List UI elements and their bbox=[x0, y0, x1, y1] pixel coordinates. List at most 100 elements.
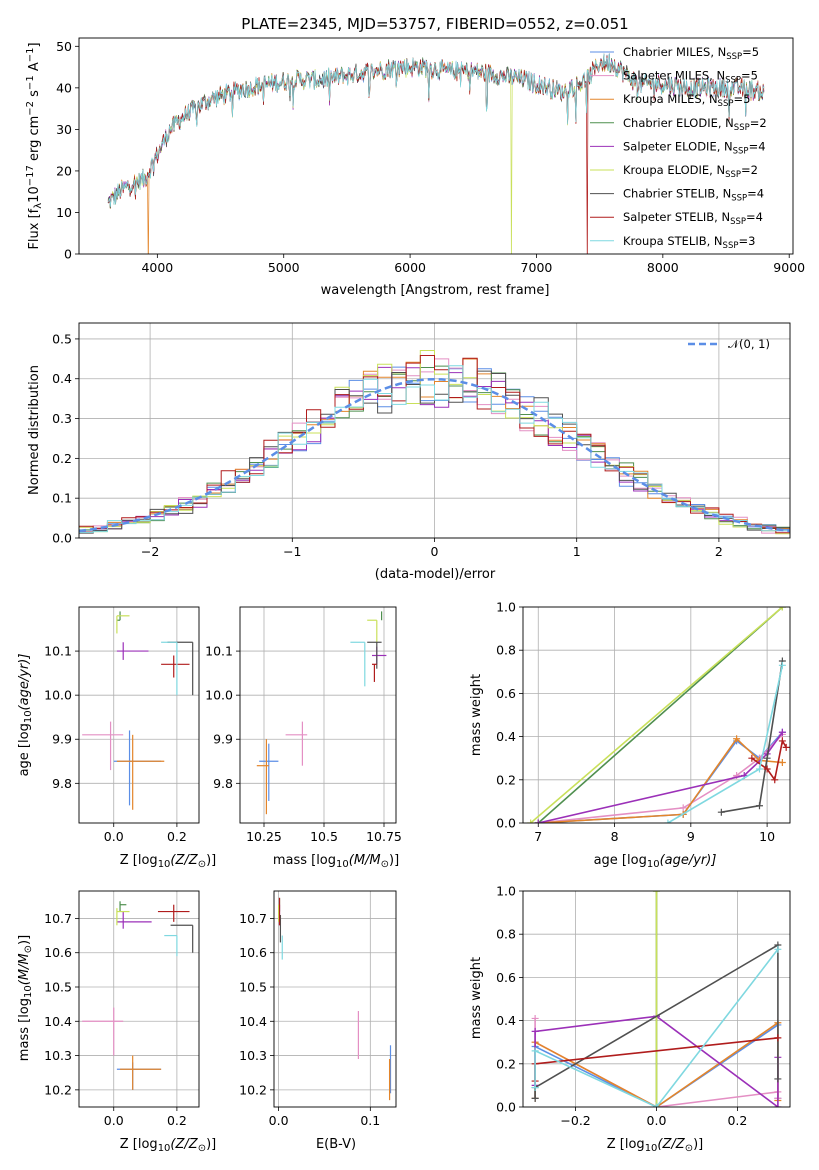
legend-entry-sub: SSP bbox=[731, 194, 747, 204]
residuals-xtick-label: −1 bbox=[283, 544, 301, 559]
spectrum-ylabel: Flux [fλ10−17 erg cm−2 s−1 A−1] bbox=[25, 42, 44, 249]
legend-entry-salpeter-miles: Salpeter MILES, NSSP=5 bbox=[623, 69, 758, 86]
z-mass-xlabel-sub2: ⊙ bbox=[198, 1143, 206, 1154]
point-chabrier-elodie bbox=[119, 901, 127, 912]
z-mass-xtick-label: 0.0 bbox=[104, 1113, 124, 1128]
spectrum-panel: 4000 5000 6000 7000 8000 9000 0 10 20 30 40 50 PLAT… bbox=[25, 15, 805, 298]
gauss-legend-label: 𝒩(0, 1) bbox=[728, 337, 770, 351]
z-mass-frame bbox=[78, 890, 200, 1108]
z-age-ylabel-tail: (age/yr)] bbox=[17, 654, 32, 711]
point-salpeter-miles bbox=[82, 721, 124, 771]
histogram-chabrier-stelib bbox=[79, 370, 790, 535]
spectrum-xtick-label: 8000 bbox=[647, 260, 679, 275]
age-weight-ytick-label: 0.0 bbox=[496, 816, 516, 831]
weight-marker-kroupa-miles bbox=[733, 735, 741, 743]
z-mass-ylabel: mass [log10(M/M⊙)] bbox=[17, 935, 34, 1061]
weight-line-chabrier-stelib bbox=[721, 660, 784, 813]
z-age-frame bbox=[78, 606, 200, 824]
age-weight-xtick-label: 7 bbox=[534, 829, 542, 844]
residuals-ytick-label: 0.3 bbox=[52, 411, 72, 426]
weight-marker-kroupa-miles bbox=[778, 759, 786, 767]
mass-age-xlabel-tail: (M/M bbox=[349, 853, 381, 868]
z-weight-xlabel-sub2: ⊙ bbox=[685, 1143, 693, 1154]
z-age-ytick-label: 10.1 bbox=[44, 644, 72, 659]
weight-marker-kroupa-stelib bbox=[664, 819, 672, 823]
age-weight-ytick-label: 0.4 bbox=[496, 729, 516, 744]
weight-marker-salpeter-elodie bbox=[778, 728, 786, 736]
spectrum-ytick-label: 40 bbox=[56, 80, 72, 95]
residuals-ytick-label: 0.1 bbox=[52, 491, 72, 506]
age-weight-ytick-label: 0.8 bbox=[496, 643, 516, 658]
point-kroupa-elodie bbox=[116, 908, 130, 926]
spectrum-ylabel-sup1: −17 bbox=[25, 165, 36, 186]
z-mass-ylabel-sub: 10 bbox=[23, 985, 34, 998]
spectrum-ytick-label: 10 bbox=[56, 205, 72, 220]
z-weight-xlabel-end: )] bbox=[693, 1137, 703, 1152]
z-weight-xtick-label: 0.0 bbox=[647, 1113, 667, 1128]
age-weight-ytick-label: 0.2 bbox=[496, 772, 516, 787]
mass-age-xtick-label: 10.25 bbox=[246, 829, 282, 844]
spectrum-ylabel-end: ] bbox=[27, 42, 42, 47]
z-weight-plot-area: −0.2 0.0 0.2 0.0 0.2 0.4 0.6 0.8 1.0 bbox=[496, 884, 791, 1128]
legend-entry-kroupa-stelib: Kroupa STELIB, NSSP=3 bbox=[623, 234, 755, 251]
age-weight-xlabel-main: age [log bbox=[594, 853, 647, 868]
weight-marker-salpeter-stelib bbox=[774, 1034, 782, 1042]
legend-entry-name: Chabrier STELIB, N bbox=[623, 187, 731, 201]
age-weight-frame bbox=[522, 606, 791, 824]
residuals-xtick-label: 0 bbox=[431, 544, 439, 559]
legend-entry-sub: SSP bbox=[723, 241, 739, 251]
point-salpeter-stelib bbox=[161, 655, 190, 678]
point-kroupa-elodie bbox=[367, 619, 378, 643]
weight-marker-salpeter-miles bbox=[531, 1014, 539, 1022]
weight-line-salpeter-elodie bbox=[538, 731, 784, 823]
age-weight-xlabel-sub: 10 bbox=[647, 859, 660, 870]
z-age-xlabel-tail: (Z/Z bbox=[170, 853, 198, 868]
point-salpeter-elodie bbox=[116, 911, 152, 929]
spectrum-ylabel-tail2: s bbox=[27, 90, 42, 101]
weight-line-chabrier-elodie bbox=[537, 607, 783, 823]
z-age-xlabel-sub2: ⊙ bbox=[198, 859, 206, 870]
weight-marker-kroupa-elodie bbox=[778, 607, 786, 611]
weight-marker-salpeter-miles bbox=[679, 804, 687, 812]
z-mass-xlabel-tail: (Z/Z bbox=[170, 1137, 198, 1152]
weight-marker-kroupa-stelib bbox=[755, 765, 763, 773]
ebv-mass-ytick-label: 10.3 bbox=[239, 1048, 267, 1063]
weight-marker-kroupa-elodie bbox=[527, 819, 535, 823]
weight-marker-chabrier-stelib bbox=[531, 1094, 539, 1102]
z-mass-ytick-label: 10.2 bbox=[44, 1082, 72, 1097]
point-chabrier-miles bbox=[259, 743, 279, 801]
legend-entry-tail: =4 bbox=[746, 210, 763, 224]
spectrum-ytick-label: 50 bbox=[56, 39, 72, 54]
z-weight-frame bbox=[522, 890, 791, 1108]
spectrum-ylabel-tail3: A bbox=[27, 62, 42, 75]
z-mass-ylabel-sub2: ⊙ bbox=[23, 945, 34, 953]
weight-marker-chabrier-stelib bbox=[774, 1075, 782, 1083]
legend-entry-name: Salpeter STELIB, N bbox=[623, 210, 730, 224]
point-salpeter-stelib bbox=[372, 663, 377, 682]
spectrum-ylabel-main: Flux [f bbox=[27, 208, 42, 249]
z-mass-ytick-label: 10.7 bbox=[44, 911, 72, 926]
mass-age-frame bbox=[239, 606, 397, 824]
weight-marker-salpeter-stelib bbox=[771, 776, 779, 784]
z-age-xlabel-end: )] bbox=[206, 853, 216, 868]
legend-entry-tail: =5 bbox=[741, 69, 758, 83]
legend-entry-tail: =4 bbox=[749, 139, 766, 153]
ebv-mass-frame bbox=[273, 890, 397, 1108]
residual-plot-area: −2 −1 0 1 2 0.0 0.1 0.2 0.3 0.4 0.5 bbox=[52, 322, 791, 559]
legend-entry-salpeter-elodie: Salpeter ELODIE, NSSP=4 bbox=[623, 139, 766, 156]
legend-entry-sub: SSP bbox=[730, 217, 746, 227]
z-mass-ytick-label: 10.5 bbox=[44, 980, 72, 995]
legend-entry-name: Chabrier ELODIE, N bbox=[623, 116, 734, 130]
ebv-mass-panel: 0.0 0.1 10.2 10.3 10.4 10.5 10.6 10.7 E(B-V) bbox=[239, 890, 397, 1152]
legend-entry-kroupa-elodie: Kroupa ELODIE, NSSP=2 bbox=[623, 163, 758, 180]
z-weight-panel: −0.2 0.0 0.2 0.0 0.2 0.4 0.6 0.8 1.0 Z [log10(Z/… bbox=[469, 884, 791, 1154]
z-weight-xlabel: Z [log10(Z/Z⊙)] bbox=[607, 1137, 703, 1154]
legend-entry-tail: =5 bbox=[733, 92, 750, 106]
legend-entry-sub: SSP bbox=[734, 123, 750, 133]
weight-marker-kroupa-stelib bbox=[531, 1047, 539, 1055]
residuals-xtick-label: −2 bbox=[141, 544, 159, 559]
residuals-xtick-label: 1 bbox=[573, 544, 581, 559]
ebv-mass-ytick-label: 10.6 bbox=[239, 945, 267, 960]
z-mass-xtick-label: 0.2 bbox=[167, 1113, 187, 1128]
z-age-ylabel: age [log10(age/yr)] bbox=[17, 654, 34, 777]
